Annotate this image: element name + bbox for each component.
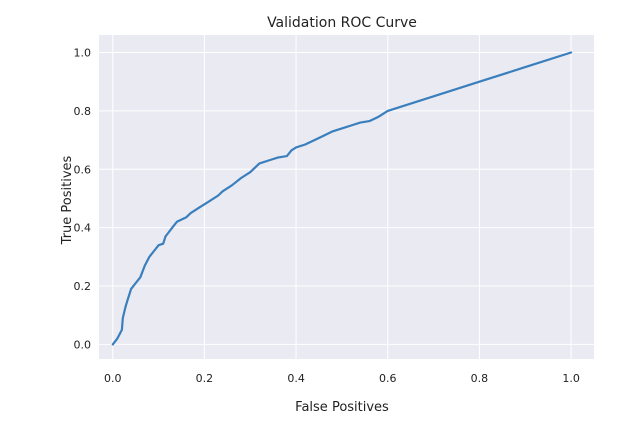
y-tick-label: 0.8 — [74, 105, 92, 118]
y-tick-label: 0.4 — [74, 222, 92, 235]
x-tick-label: 0.0 — [104, 372, 122, 385]
series-layer — [111, 51, 573, 346]
x-tick-label: 0.2 — [196, 372, 214, 385]
x-axis-label: False Positives — [295, 400, 389, 415]
y-tick-label: 0.2 — [74, 280, 92, 293]
y-axis-ticks: 0.0 0.2 0.4 0.6 0.8 1.0 — [74, 47, 92, 352]
y-tick-label: 0.0 — [74, 338, 92, 351]
y-axis-label: True Positives — [60, 155, 75, 245]
roc-curve-line — [111, 51, 573, 346]
y-tick-label: 0.6 — [74, 163, 92, 176]
grid-lines — [99, 35, 594, 359]
y-tick-label: 1.0 — [74, 47, 92, 60]
x-tick-label: 0.8 — [471, 372, 489, 385]
x-tick-label: 0.4 — [287, 372, 305, 385]
chart-title: Validation ROC Curve — [267, 15, 417, 31]
x-tick-label: 0.6 — [379, 372, 397, 385]
x-tick-label: 1.0 — [562, 372, 580, 385]
plot-area — [99, 35, 594, 359]
x-axis-ticks: 0.0 0.2 0.4 0.6 0.8 1.0 — [104, 372, 580, 385]
